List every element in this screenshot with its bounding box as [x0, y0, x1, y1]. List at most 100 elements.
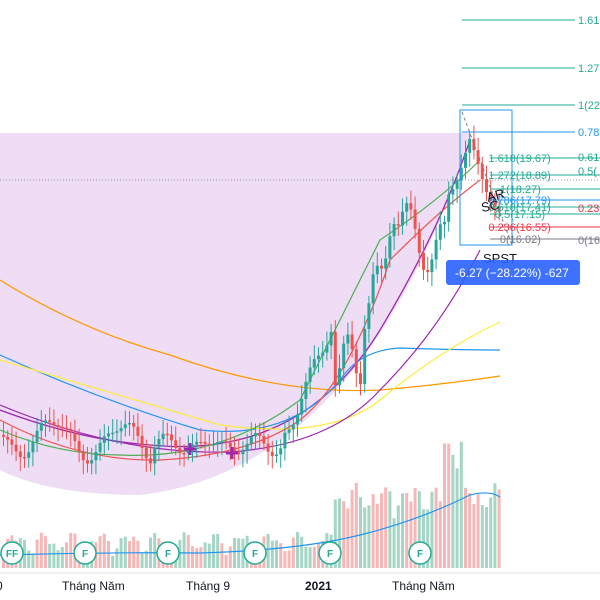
candle-body — [23, 456, 26, 459]
candles[interactable] — [2, 125, 501, 476]
volume-bar — [312, 546, 316, 568]
candle-body — [191, 444, 194, 450]
volume-bar — [212, 534, 215, 568]
volume-bar — [199, 547, 203, 568]
fib-extension[interactable]: 1.61 1.27 1(22 0.78 — [462, 15, 600, 139]
candle-body — [480, 164, 484, 180]
volume-bar — [350, 490, 354, 568]
event-flags[interactable]: FF F F F F F — [0, 541, 432, 565]
candle-body — [157, 439, 161, 448]
candle-body — [18, 451, 22, 457]
candle-body — [438, 224, 442, 240]
volume-bar — [207, 543, 211, 568]
volume-bar — [497, 489, 501, 568]
event-flag[interactable] — [318, 541, 342, 565]
fib-retracement[interactable]: 1.618(19.67) 1.272(18.89) 1(18.27)0.786(17… — [459, 109, 600, 247]
candle-body — [329, 331, 333, 346]
x-tick-thang-nam-1: Tháng Năm — [62, 579, 125, 593]
candle-body — [375, 265, 379, 275]
fib-right-label: 0(16 — [578, 235, 600, 247]
volume-bar — [153, 533, 157, 568]
volume-bar — [367, 505, 371, 568]
volume-bar — [203, 542, 207, 568]
candle-body — [35, 430, 39, 442]
candle-body — [333, 331, 337, 386]
candle-body — [10, 439, 14, 445]
volume-bar — [443, 443, 446, 568]
candle-body — [262, 436, 266, 444]
candle-body — [291, 424, 295, 430]
moving-average-line — [0, 179, 481, 461]
candle-body — [455, 180, 459, 190]
candle-body — [81, 451, 85, 461]
candle-body — [384, 258, 388, 269]
volume-bar — [216, 533, 220, 568]
candle-body — [27, 452, 31, 458]
volume-bar — [430, 491, 434, 568]
candle-body — [422, 252, 425, 270]
volume-bar — [287, 550, 291, 568]
volume-bar — [438, 501, 442, 568]
event-flag[interactable] — [0, 541, 24, 565]
volume-bar — [275, 540, 278, 568]
event-flag[interactable] — [408, 541, 432, 565]
volume-bar — [405, 492, 409, 568]
volume-bar — [451, 454, 455, 568]
candle-body — [77, 441, 81, 452]
volume-bar — [111, 555, 115, 568]
event-flag[interactable] — [243, 541, 267, 565]
candle-body — [371, 274, 375, 304]
volume-bar — [380, 493, 383, 568]
volume-bar — [241, 538, 245, 568]
event-flag[interactable] — [73, 541, 97, 565]
volume-bar — [455, 468, 459, 568]
volume-bar — [392, 518, 396, 568]
volume-bar — [69, 533, 73, 568]
volume-average-line — [0, 492, 501, 556]
fib-ret-label: 1.618(19.67) — [488, 153, 550, 165]
fib-ret-label: 1.272(18.89) — [488, 170, 550, 182]
candle-body — [119, 428, 123, 432]
volume-bar — [107, 541, 110, 568]
fib-right-label: 0.5( — [578, 166, 597, 178]
candle-body — [283, 432, 287, 449]
candle-body — [451, 189, 455, 195]
volume-bar — [39, 532, 43, 568]
candle-body — [472, 138, 476, 151]
volume-bar — [186, 534, 190, 568]
candle-body — [279, 448, 283, 455]
cross-marker — [184, 443, 196, 455]
candle-body — [266, 443, 270, 452]
volume-bar — [27, 550, 31, 568]
volume-bar — [191, 546, 194, 568]
volume-bar — [401, 493, 404, 568]
candle-body — [174, 440, 178, 448]
candle-body — [350, 334, 354, 350]
event-flag[interactable] — [156, 541, 180, 565]
candle-body — [396, 224, 400, 226]
volume-bar — [65, 542, 68, 568]
event-flag-label: FF — [6, 549, 18, 560]
volume-bar — [233, 537, 236, 568]
candle-body — [275, 454, 278, 456]
candle-body — [497, 206, 501, 212]
candle-body — [354, 349, 358, 374]
volume-bar — [144, 550, 148, 568]
candle-body — [434, 239, 438, 260]
candle-body — [342, 343, 346, 369]
measure-box[interactable] — [446, 260, 580, 285]
candle-body — [132, 422, 136, 427]
candle-body — [90, 460, 94, 464]
volume-bar — [56, 550, 60, 568]
volume-bar — [417, 491, 421, 568]
fib-ext-label: 1.61 — [578, 15, 599, 27]
volume-bar — [338, 498, 341, 568]
candle-body — [367, 303, 371, 329]
candle-body — [186, 449, 190, 454]
candle-body — [287, 429, 291, 433]
volume-bar — [283, 551, 287, 568]
candle-body — [405, 203, 409, 212]
candle-body — [140, 435, 144, 448]
candle-body — [489, 191, 493, 201]
